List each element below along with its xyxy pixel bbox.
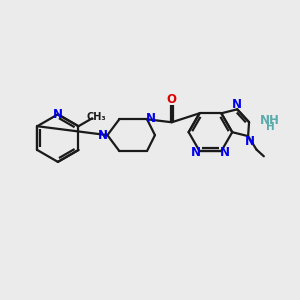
Text: N: N (245, 135, 255, 148)
Text: N: N (53, 108, 63, 121)
Text: N: N (146, 112, 156, 125)
Text: H: H (266, 122, 275, 132)
Text: CH₃: CH₃ (87, 112, 106, 122)
Text: NH: NH (260, 114, 280, 127)
Text: O: O (167, 93, 177, 106)
Text: N: N (220, 146, 230, 158)
Text: N: N (98, 129, 107, 142)
Text: N: N (232, 98, 242, 111)
Text: N: N (190, 146, 201, 158)
